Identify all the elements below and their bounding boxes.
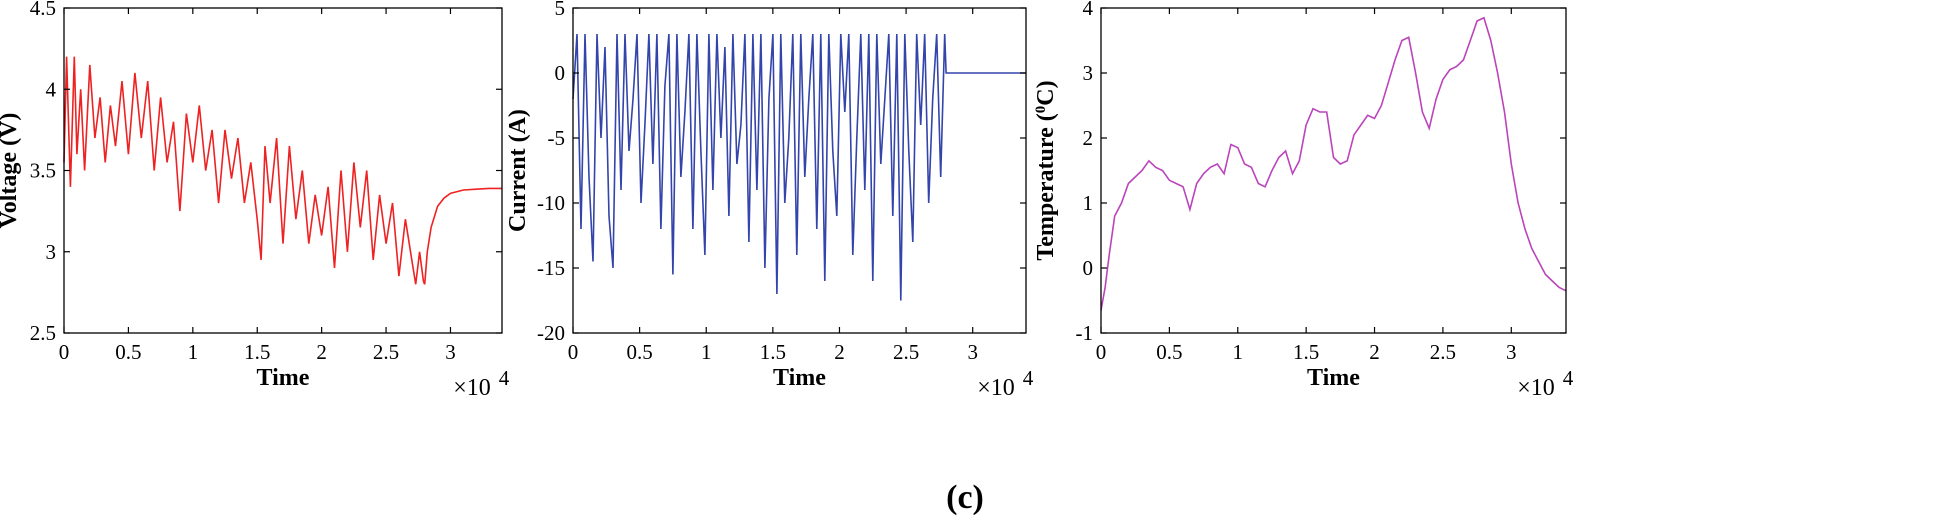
voltage-y-tick-label: 4 (46, 77, 57, 101)
voltage-axes-box (63, 7, 503, 334)
temperature-x-multiplier-exponent: 4 (1563, 366, 1574, 390)
voltage-y-axis-label: Voltage (V) (0, 113, 22, 229)
voltage-x-multiplier: ×10 (453, 375, 491, 401)
current-y-tick-label: -10 (537, 191, 565, 215)
current-y-tick-label: -5 (548, 126, 566, 150)
voltage-x-tick-label: 1.5 (244, 340, 270, 364)
current-series-line (572, 33, 1026, 301)
voltage-x-tick-label: 2.5 (373, 340, 399, 364)
temperature-x-tick-label: 3 (1506, 340, 1517, 364)
figure-caption: (c) (946, 479, 984, 516)
voltage-y-tick-label: 3.5 (30, 159, 56, 183)
voltage-y-tick-label: 4.5 (30, 0, 56, 20)
current-x-tick-label: 1 (701, 340, 712, 364)
current-x-axis-label: Time (773, 365, 826, 391)
current-x-tick-label: 0 (568, 340, 579, 364)
voltage-x-tick-label: 0 (59, 340, 70, 364)
voltage-y-tick-label: 3 (46, 240, 57, 264)
current-y-tick-label: -20 (537, 321, 565, 345)
current-y-tick-label: 0 (555, 61, 566, 85)
temperature-series-line (1100, 16, 1567, 311)
temperature-x-axis-label: Time (1307, 365, 1360, 391)
voltage-x-multiplier-exponent: 4 (499, 366, 510, 390)
temperature-x-tick-label: 0.5 (1156, 340, 1182, 364)
voltage-chart: 0 0.5 1 1.5 2 2.5 3 2.5 3 3.5 4 4.5 Time ×10 4 Voltage … (0, 0, 510, 401)
temperature-x-tick-label: 1 (1233, 340, 1244, 364)
temperature-y-tick-label: 0 (1083, 256, 1094, 280)
temperature-y-tick-label: -1 (1076, 321, 1094, 345)
current-x-multiplier-exponent: 4 (1023, 366, 1034, 390)
current-y-tick-label: -15 (537, 256, 565, 280)
voltage-y-tick-label: 2.5 (30, 321, 56, 345)
voltage-x-tick-label: 1 (188, 340, 199, 364)
current-axes-box (572, 7, 1027, 334)
current-y-axis-label: Current (A) (505, 109, 531, 232)
temperature-y-tick-label: 2 (1083, 126, 1094, 150)
voltage-series-line (63, 56, 502, 285)
current-x-tick-label: 2 (834, 340, 845, 364)
current-x-tick-label: 0.5 (626, 340, 652, 364)
temperature-x-tick-label: 2 (1369, 340, 1380, 364)
current-x-tick-label: 3 (967, 340, 978, 364)
temperature-y-axis-label: Temperature (0C) (1033, 80, 1059, 260)
voltage-x-tick-label: 2 (316, 340, 327, 364)
temperature-axes-box (1100, 7, 1567, 334)
temperature-x-tick-label: 2.5 (1430, 340, 1456, 364)
current-x-multiplier: ×10 (977, 375, 1015, 401)
temperature-x-tick-label: 0 (1096, 340, 1107, 364)
temperature-y-tick-label: 4 (1083, 0, 1094, 20)
current-x-tick-label: 1.5 (760, 340, 786, 364)
voltage-x-tick-label: 0.5 (115, 340, 141, 364)
temperature-y-tick-label: 3 (1083, 61, 1094, 85)
temperature-x-multiplier: ×10 (1517, 375, 1555, 401)
voltage-x-tick-label: 3 (445, 340, 456, 364)
temperature-y-tick-label: 1 (1083, 191, 1094, 215)
current-chart: 0 0.5 1 1.5 2 2.5 3 -20 -15 -10 -5 0 5 Time ×10 4 Curren… (505, 0, 1034, 401)
voltage-x-axis-label: Time (257, 365, 310, 391)
current-x-tick-label: 2.5 (893, 340, 919, 364)
temperature-x-tick-label: 1.5 (1293, 340, 1319, 364)
current-y-tick-label: 5 (555, 0, 566, 20)
